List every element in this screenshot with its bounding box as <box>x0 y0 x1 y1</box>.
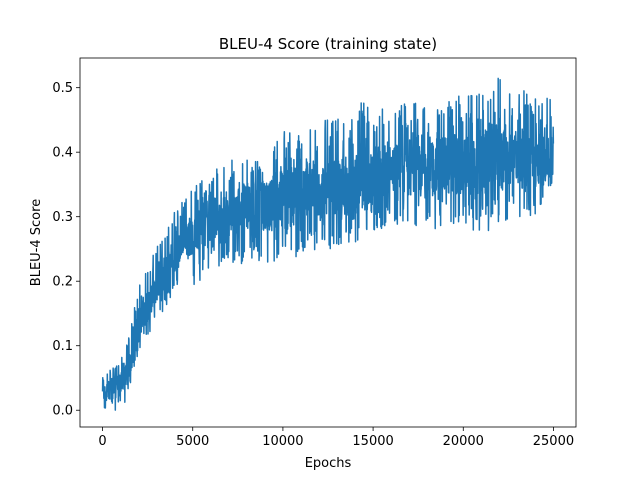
chart-title: BLEU-4 Score (training state) <box>219 35 437 53</box>
y-tick-label: 0.2 <box>52 275 73 290</box>
x-tick-label: 5000 <box>176 434 209 449</box>
series-line <box>101 77 555 411</box>
x-ticks: 0 5000 10000 15000 20000 25000 <box>98 427 574 449</box>
y-tick-label: 0.0 <box>52 404 73 419</box>
x-tick-label: 15000 <box>352 434 393 449</box>
x-tick-label: 25000 <box>533 434 574 449</box>
y-ticks: 0.0 0.1 0.2 0.3 0.4 0.5 <box>52 81 80 419</box>
y-axis-title: BLEU-4 Score <box>29 199 44 286</box>
x-tick-label: 0 <box>98 434 106 449</box>
y-tick-label: 0.4 <box>52 146 73 161</box>
x-tick-label: 20000 <box>443 434 484 449</box>
axes-frame <box>79 57 577 428</box>
y-tick-label: 0.5 <box>52 81 73 96</box>
y-tick-label: 0.1 <box>52 339 73 354</box>
y-tick-label: 0.3 <box>52 210 73 225</box>
x-tick-label: 10000 <box>262 434 303 449</box>
series-layer <box>101 77 555 411</box>
x-axis-title: Epochs <box>305 456 352 471</box>
